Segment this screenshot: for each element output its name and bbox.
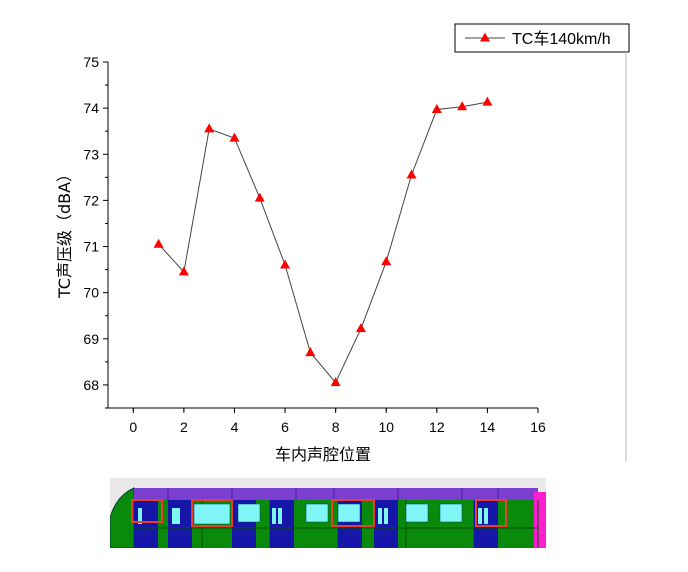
data-point bbox=[457, 101, 468, 111]
y-tick-label: 72 bbox=[83, 192, 99, 208]
measurement-highlight-box bbox=[131, 499, 163, 523]
y-tick-label: 75 bbox=[83, 54, 99, 70]
y-tick-label: 74 bbox=[83, 100, 99, 116]
train-nose bbox=[110, 487, 135, 548]
data-point bbox=[204, 123, 215, 133]
train-window bbox=[337, 503, 361, 523]
door-window bbox=[172, 508, 176, 524]
x-tick-label: 12 bbox=[429, 419, 445, 435]
x-tick-label: 6 bbox=[281, 419, 289, 435]
data-point bbox=[381, 256, 392, 266]
x-tick-label: 2 bbox=[180, 419, 188, 435]
door-window bbox=[378, 508, 382, 524]
train-window bbox=[193, 503, 231, 525]
legend-label: TC车140km/h bbox=[512, 30, 611, 48]
train-window bbox=[439, 503, 463, 523]
train-details bbox=[131, 488, 539, 548]
train-roof bbox=[134, 488, 538, 500]
y-tick-label: 71 bbox=[83, 239, 99, 255]
train-window bbox=[405, 503, 429, 523]
legend-marker bbox=[480, 32, 490, 42]
door-window bbox=[176, 508, 180, 524]
measurement-highlight-box bbox=[331, 499, 375, 527]
y-tick-label: 68 bbox=[83, 377, 99, 393]
train-door bbox=[134, 500, 158, 548]
x-tick-label: 0 bbox=[129, 419, 137, 435]
door-window bbox=[278, 508, 282, 524]
x-tick-label: 4 bbox=[231, 419, 239, 435]
door-window bbox=[484, 508, 488, 524]
data-point bbox=[330, 377, 341, 387]
y-tick-label: 69 bbox=[83, 331, 99, 347]
data-point bbox=[229, 132, 240, 142]
measurement-highlight-box bbox=[475, 499, 507, 527]
data-point bbox=[406, 169, 417, 179]
data-point bbox=[305, 347, 316, 357]
series bbox=[153, 96, 493, 387]
axes bbox=[107, 62, 538, 409]
door-window bbox=[138, 508, 142, 524]
data-point bbox=[153, 238, 164, 248]
door-window bbox=[272, 508, 276, 524]
x-axis-title: 车内声腔位置 bbox=[275, 445, 371, 464]
data-point bbox=[431, 104, 442, 114]
train-window bbox=[305, 503, 329, 523]
train-end-cap bbox=[534, 492, 546, 548]
y-tick-label: 70 bbox=[83, 285, 99, 301]
y-axis-title: TC声压级（dBA） bbox=[55, 166, 74, 299]
x-tick-label: 10 bbox=[378, 419, 394, 435]
x-tick-label: 16 bbox=[530, 419, 546, 435]
data-point bbox=[482, 96, 493, 106]
legend: TC车140km/h bbox=[454, 23, 630, 53]
train-window bbox=[237, 503, 261, 523]
door-window bbox=[478, 508, 482, 524]
data-point bbox=[178, 266, 189, 276]
x-tick-label: 14 bbox=[480, 419, 496, 435]
data-point bbox=[254, 192, 265, 202]
measurement-highlight-box bbox=[191, 499, 233, 527]
y-tick-label: 73 bbox=[83, 146, 99, 162]
train-layout-diagram bbox=[110, 478, 546, 548]
data-point bbox=[355, 323, 366, 333]
data-point bbox=[280, 259, 291, 269]
door-window bbox=[384, 508, 388, 524]
series-line bbox=[158, 101, 488, 384]
x-tick-label: 8 bbox=[332, 419, 340, 435]
